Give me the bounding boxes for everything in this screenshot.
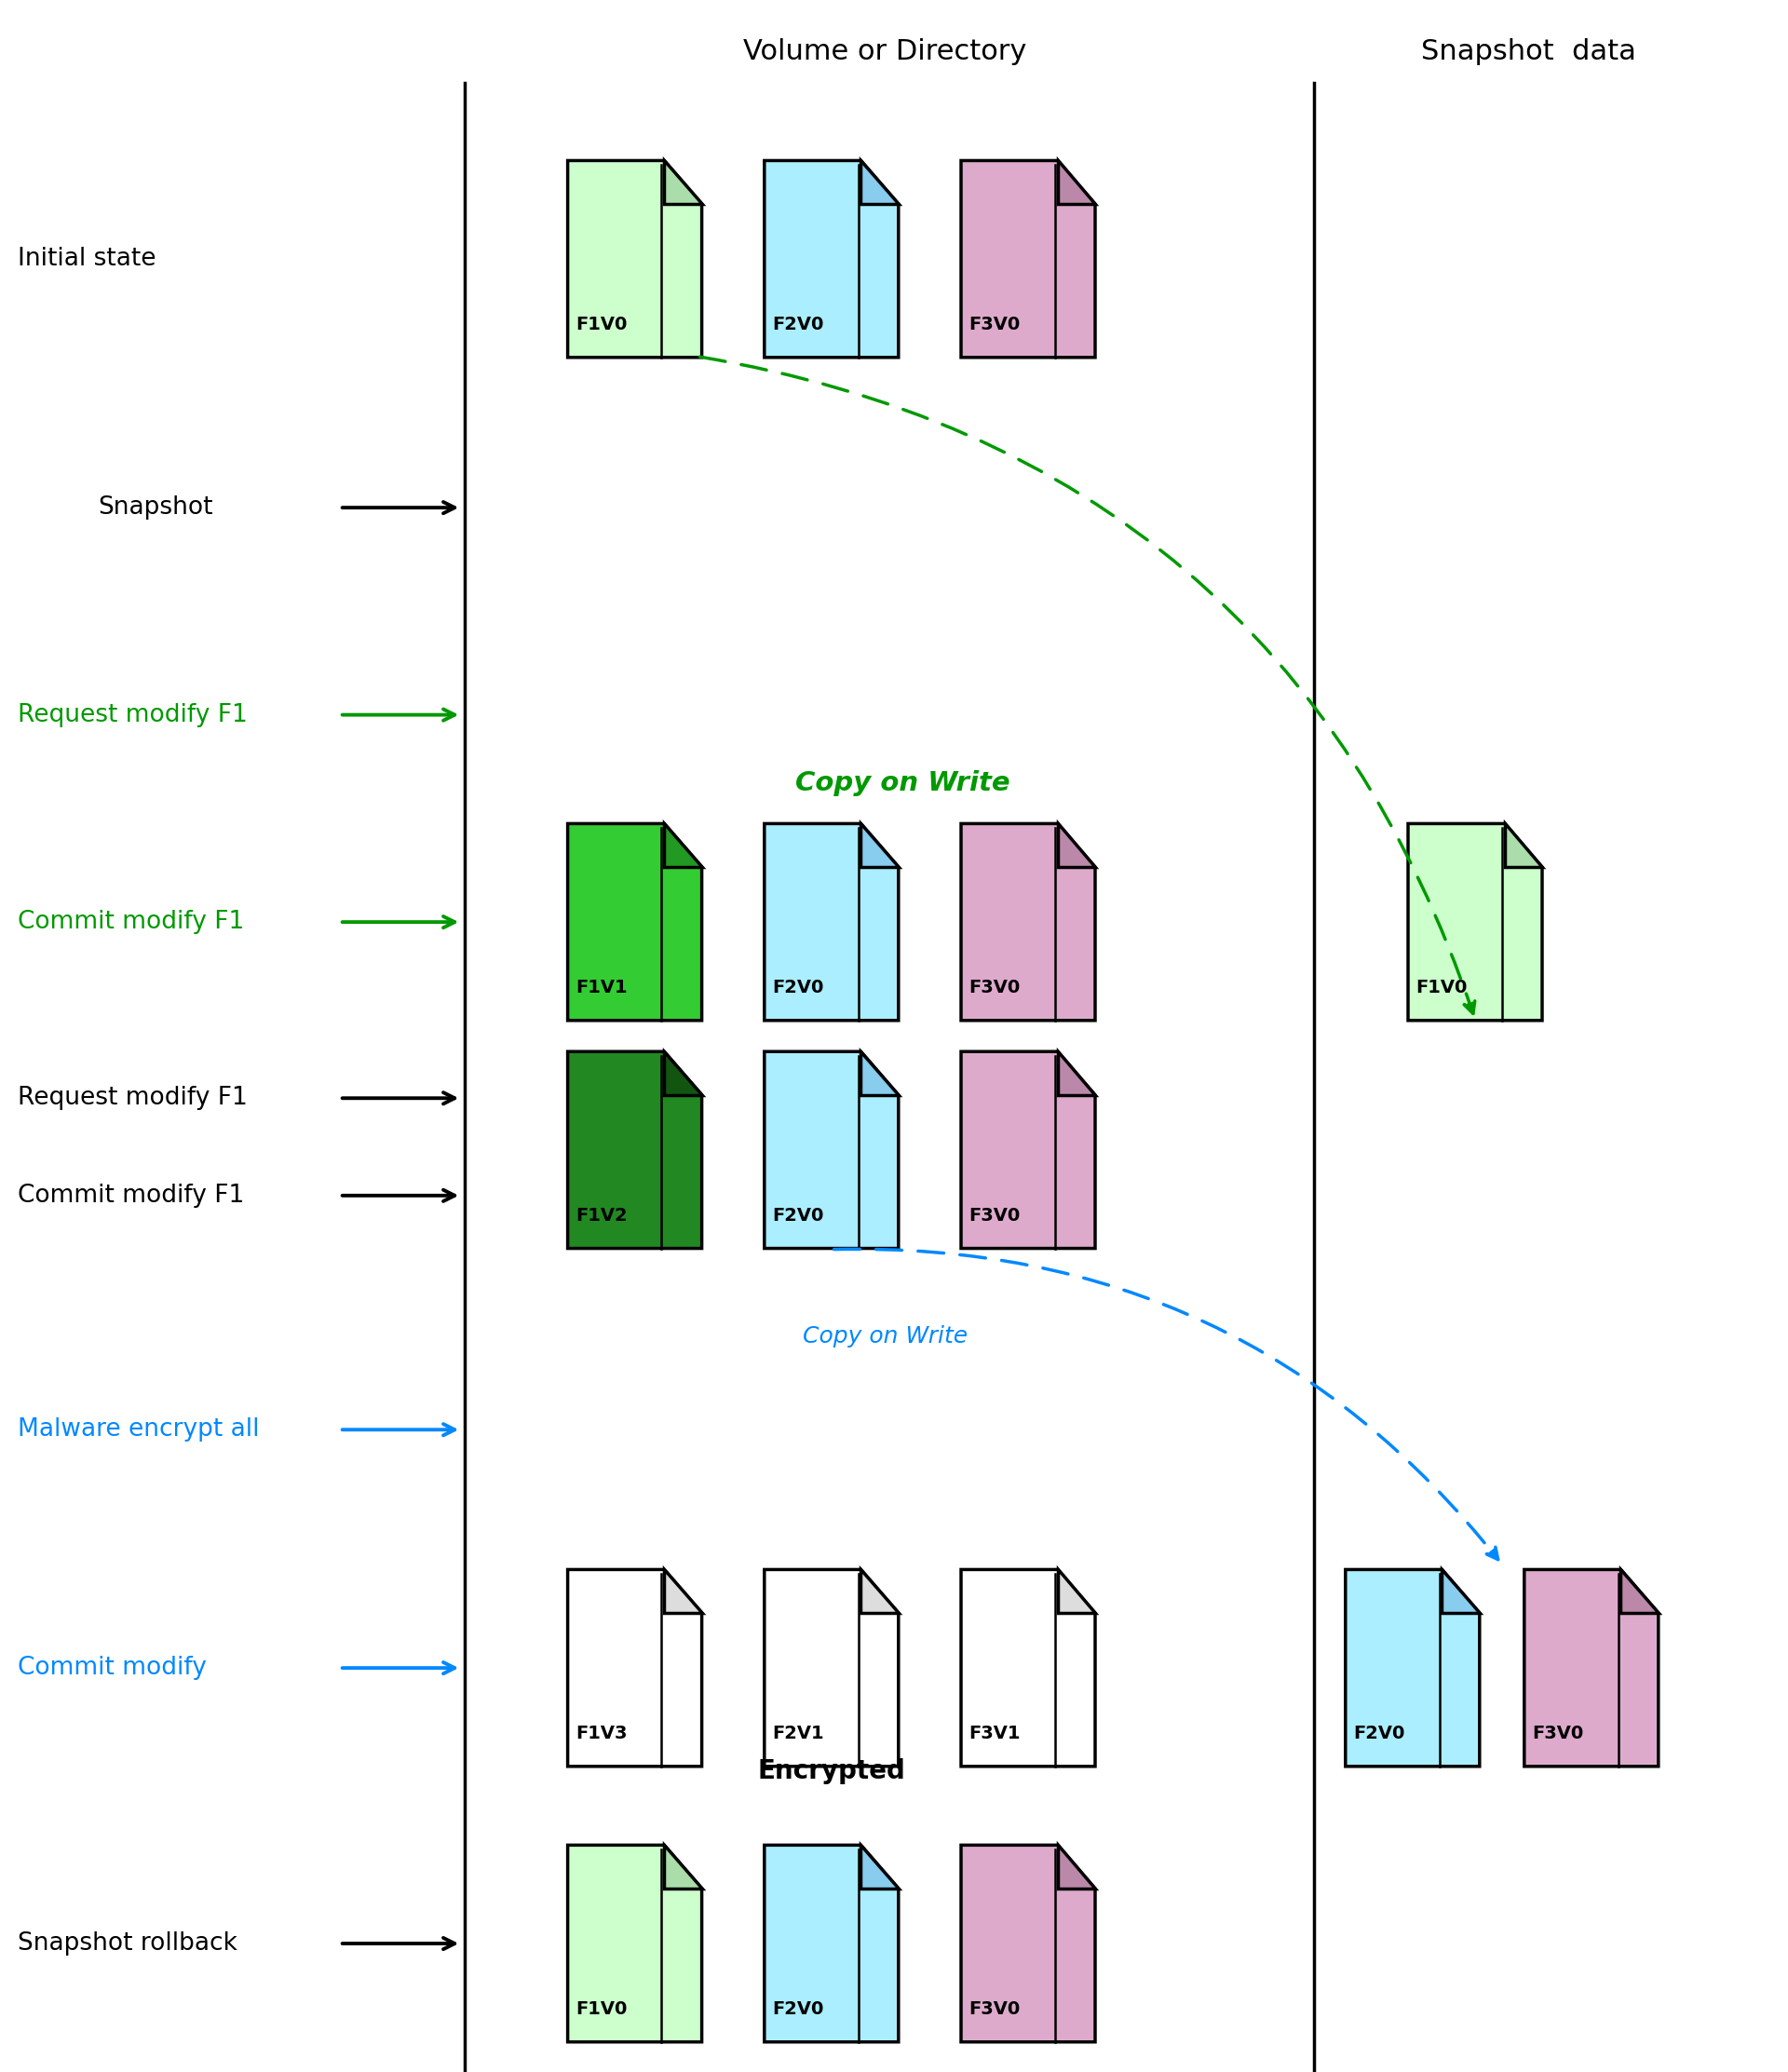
Polygon shape — [1441, 1571, 1480, 1612]
Polygon shape — [765, 823, 899, 1019]
Polygon shape — [862, 823, 899, 866]
Polygon shape — [862, 1053, 899, 1094]
Polygon shape — [962, 162, 1094, 356]
Polygon shape — [765, 1571, 899, 1765]
Polygon shape — [862, 162, 899, 205]
Text: Commit modify F1: Commit modify F1 — [18, 1183, 245, 1208]
Polygon shape — [569, 823, 701, 1019]
Polygon shape — [663, 1571, 701, 1612]
Polygon shape — [1620, 1571, 1659, 1612]
Text: Snapshot rollback: Snapshot rollback — [18, 1931, 238, 1956]
Text: Copy on Write: Copy on Write — [796, 771, 1010, 796]
Text: F2V0: F2V0 — [1354, 1726, 1405, 1743]
Polygon shape — [962, 1571, 1094, 1765]
Polygon shape — [663, 162, 701, 205]
Text: F1V3: F1V3 — [576, 1726, 628, 1743]
Text: F3V1: F3V1 — [969, 1726, 1021, 1743]
Polygon shape — [663, 823, 701, 866]
Text: Malware encrypt all: Malware encrypt all — [18, 1417, 259, 1442]
Text: Snapshot: Snapshot — [98, 495, 213, 520]
Text: F3V0: F3V0 — [969, 2002, 1021, 2018]
Text: F1V0: F1V0 — [1416, 980, 1468, 997]
Text: F3V0: F3V0 — [969, 1208, 1021, 1225]
Polygon shape — [765, 1844, 899, 2043]
Polygon shape — [962, 1844, 1094, 2043]
FancyArrowPatch shape — [699, 356, 1475, 1013]
Polygon shape — [1346, 1571, 1480, 1765]
Polygon shape — [1057, 823, 1094, 866]
Polygon shape — [1057, 1571, 1094, 1612]
Polygon shape — [1504, 823, 1541, 866]
Text: F3V0: F3V0 — [969, 317, 1021, 334]
Polygon shape — [862, 1844, 899, 1890]
Text: Commit modify: Commit modify — [18, 1656, 207, 1680]
Text: F2V0: F2V0 — [772, 2002, 824, 2018]
Text: Volume or Directory: Volume or Directory — [744, 37, 1026, 66]
Polygon shape — [663, 1844, 701, 1890]
Polygon shape — [569, 1844, 701, 2043]
Text: F2V0: F2V0 — [772, 1208, 824, 1225]
Text: Request modify F1: Request modify F1 — [18, 702, 249, 727]
Polygon shape — [663, 1053, 701, 1094]
Text: F2V0: F2V0 — [772, 317, 824, 334]
Polygon shape — [569, 1053, 701, 1247]
Polygon shape — [862, 1571, 899, 1612]
Polygon shape — [1523, 1571, 1659, 1765]
Polygon shape — [962, 1053, 1094, 1247]
Text: F2V0: F2V0 — [772, 980, 824, 997]
Text: F1V0: F1V0 — [576, 317, 628, 334]
Text: Commit modify F1: Commit modify F1 — [18, 910, 245, 934]
Polygon shape — [1057, 1053, 1094, 1094]
Polygon shape — [569, 162, 701, 356]
Text: F3V0: F3V0 — [1532, 1726, 1584, 1743]
Polygon shape — [1057, 162, 1094, 205]
Polygon shape — [962, 823, 1094, 1019]
Text: F1V1: F1V1 — [576, 980, 628, 997]
Text: Initial state: Initial state — [18, 247, 156, 271]
Text: F3V0: F3V0 — [969, 980, 1021, 997]
Polygon shape — [765, 162, 899, 356]
Text: F2V1: F2V1 — [772, 1726, 824, 1743]
Polygon shape — [1409, 823, 1541, 1019]
Text: F1V2: F1V2 — [576, 1208, 628, 1225]
Text: Copy on Write: Copy on Write — [803, 1326, 967, 1347]
Text: Encrypted: Encrypted — [758, 1759, 905, 1784]
Text: F1V0: F1V0 — [576, 2002, 628, 2018]
FancyArrowPatch shape — [833, 1249, 1498, 1560]
Polygon shape — [1057, 1844, 1094, 1890]
Text: Request modify F1: Request modify F1 — [18, 1086, 249, 1111]
Polygon shape — [569, 1571, 701, 1765]
Text: Snapshot  data: Snapshot data — [1421, 37, 1636, 66]
Polygon shape — [765, 1053, 899, 1247]
